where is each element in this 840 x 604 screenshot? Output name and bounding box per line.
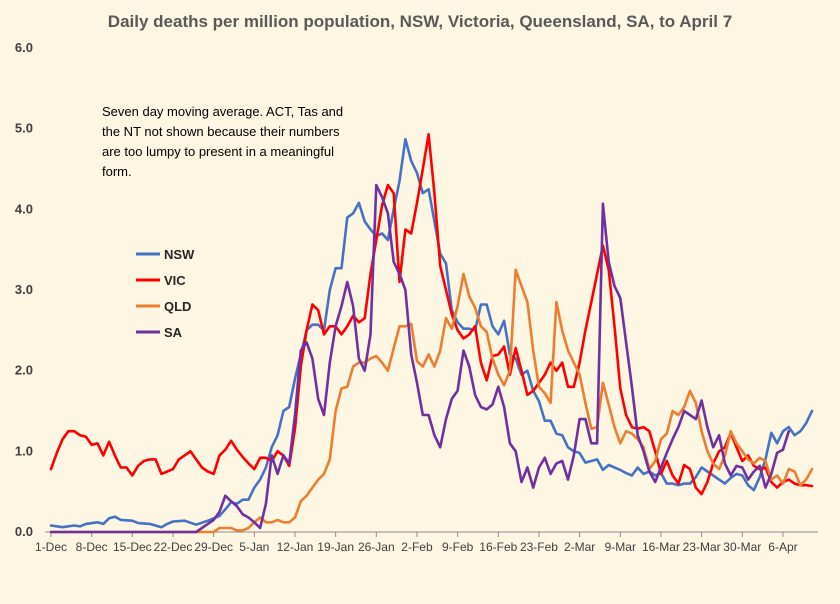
legend-label-vic: VIC xyxy=(164,273,186,288)
y-tick-label: 1.0 xyxy=(15,443,33,458)
x-tick-label: 26-Jan xyxy=(358,540,395,554)
y-tick-label: 4.0 xyxy=(15,201,33,216)
x-tick-label: 16-Mar xyxy=(642,540,680,554)
x-tick-label: 2-Feb xyxy=(401,540,433,554)
x-tick-label: 15-Dec xyxy=(113,540,152,554)
y-tick-label: 6.0 xyxy=(15,40,33,55)
x-tick-label: 9-Mar xyxy=(605,540,636,554)
x-tick-label: 16-Feb xyxy=(479,540,517,554)
series-line-nsw xyxy=(49,137,814,529)
y-tick-label: 2.0 xyxy=(15,363,33,378)
y-tick-label: 5.0 xyxy=(15,121,33,136)
x-tick-label: 2-Mar xyxy=(564,540,595,554)
y-tick-label: 0.0 xyxy=(15,524,33,539)
series-line-sa xyxy=(49,183,791,534)
x-tick-label: 5-Jan xyxy=(239,540,269,554)
x-tick-label: 30-Mar xyxy=(723,540,761,554)
x-tick-label: 12-Jan xyxy=(277,540,314,554)
x-tick-label: 29-Dec xyxy=(194,540,233,554)
x-tick-label: 8-Dec xyxy=(76,540,108,554)
legend-label-nsw: NSW xyxy=(164,247,195,262)
y-tick-label: 3.0 xyxy=(15,282,33,297)
x-tick-label: 22-Dec xyxy=(154,540,193,554)
x-tick-label: 1-Dec xyxy=(35,540,67,554)
chart-title: Daily deaths per million population, NSW… xyxy=(108,12,732,31)
x-tick-label: 6-Apr xyxy=(768,540,797,554)
legend: NSW VIC QLD SA xyxy=(136,247,195,340)
series-line-qld xyxy=(49,268,814,534)
series-layer xyxy=(49,133,814,534)
x-tick-label: 23-Mar xyxy=(683,540,721,554)
axes: 0.0 1.0 2.0 3.0 4.0 5.0 6.0 1-Dec 8-Dec 15-Dec 22-… xyxy=(15,40,818,554)
legend-label-qld: QLD xyxy=(164,299,191,314)
x-tick-label: 19-Jan xyxy=(317,540,354,554)
chart-annotation: Seven day moving average. ACT, Tas and t… xyxy=(102,104,344,179)
series-line-vic xyxy=(49,133,814,496)
legend-label-sa: SA xyxy=(164,325,183,340)
x-tick-label: 9-Feb xyxy=(442,540,474,554)
x-tick-label: 23-Feb xyxy=(520,540,558,554)
